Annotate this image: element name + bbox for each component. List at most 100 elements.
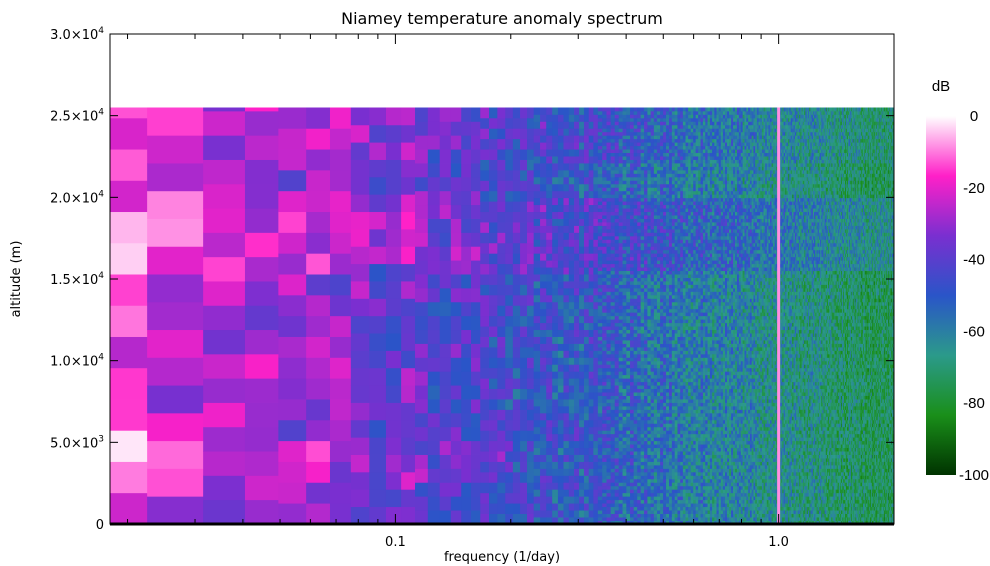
heatmap-cell [685,305,689,310]
heatmap-cell [597,173,603,178]
heatmap-cell [489,180,498,192]
heatmap-cell [471,454,481,469]
heatmap-cell [415,163,429,178]
heatmap-cell [666,152,670,157]
heatmap-cell [606,513,612,518]
heatmap-cell [520,326,528,337]
heatmap-cell [606,110,612,115]
heatmap-cell [306,399,331,421]
heatmap-cell [630,385,635,390]
heatmap-cell [680,440,684,445]
heatmap-cell [568,454,575,462]
heatmap-cell [626,301,631,306]
heatmap-cell [439,412,452,428]
heatmap-cell [688,274,692,278]
heatmap-cell [660,163,664,167]
heatmap-cell [671,131,676,136]
heatmap-cell [657,253,661,258]
heatmap-cell [610,378,616,383]
heatmap-cell [640,468,645,473]
heatmap-cell [663,121,667,126]
heatmap-cell [637,378,642,383]
heatmap-cell [588,461,594,469]
heatmap-cell [669,138,673,143]
heatmap-cell [637,405,642,410]
heatmap-cell [557,301,564,310]
heatmap-cell [669,197,673,202]
heatmap-cell [583,468,590,476]
heatmap-cell [666,412,670,417]
heatmap-cell [579,336,585,344]
heatmap-cell [626,343,631,348]
heatmap-cell [660,249,664,254]
heatmap-cell [533,489,541,497]
heatmap-cell [633,270,638,275]
heatmap-cell [597,163,603,167]
heatmap-cell [680,222,684,226]
heatmap-cell [563,336,570,344]
heatmap-cell [663,149,667,154]
heatmap-cell [666,465,670,469]
heatmap-cell [540,399,547,407]
heatmap-cell [633,169,638,174]
heatmap-cell [568,107,575,115]
heatmap-cell [671,204,676,209]
heatmap-cell [688,378,692,383]
heatmap-cell [602,364,607,369]
heatmap-cell [671,395,676,400]
heatmap-cell [593,343,599,351]
heatmap-cell [574,149,580,157]
heatmap-cell [606,478,612,483]
heatmap-cell [626,114,631,119]
heatmap-cell [640,346,645,351]
heatmap-cell [640,114,645,119]
heatmap-cell [606,430,612,435]
heatmap-cell [660,426,664,431]
heatmap-cell [588,163,594,171]
heatmap-cell [674,121,678,126]
heatmap-cell [688,399,692,403]
heatmap-cell [588,378,594,386]
heatmap-cell [520,190,528,202]
heatmap-cell [622,305,627,310]
heatmap-cell [557,322,564,331]
heatmap-cell [618,506,623,511]
heatmap-cell [385,385,402,403]
heatmap-cell [597,267,603,272]
heatmap-cell [644,378,648,383]
heatmap-cell [557,378,564,386]
heatmap-cell [660,371,664,376]
heatmap-cell [650,340,655,344]
heatmap-cell [647,437,652,442]
heatmap-cell [677,315,681,320]
heatmap-cell [685,145,689,150]
heatmap-cell [557,405,564,414]
heatmap-cell [650,426,655,431]
heatmap-cell [640,336,645,341]
heatmap-cell [644,267,648,272]
heatmap-cell [415,482,429,497]
heatmap-cell [614,357,620,362]
heatmap-cell [614,190,620,195]
heatmap-cell [640,267,645,272]
heatmap-cell [669,291,673,296]
heatmap-cell [480,222,490,233]
heatmap-cell [557,294,564,303]
heatmap-cell [669,478,673,483]
heatmap-cell [647,128,652,133]
heatmap-cell [540,114,547,122]
heatmap-cell [688,357,692,362]
heatmap-cell [618,225,623,230]
heatmap-cell [682,249,686,254]
heatmap-cell [644,437,648,442]
heatmap-cell [588,426,594,435]
heatmap-cell [552,440,559,449]
heatmap-cell [574,267,580,275]
heatmap-cell [650,371,655,376]
heatmap-cell [680,412,684,417]
heatmap-cell [497,253,506,265]
heatmap-cell [677,197,681,202]
heatmap-cell [660,399,664,403]
heatmap-cell [563,176,570,185]
heatmap-cell [540,392,547,400]
